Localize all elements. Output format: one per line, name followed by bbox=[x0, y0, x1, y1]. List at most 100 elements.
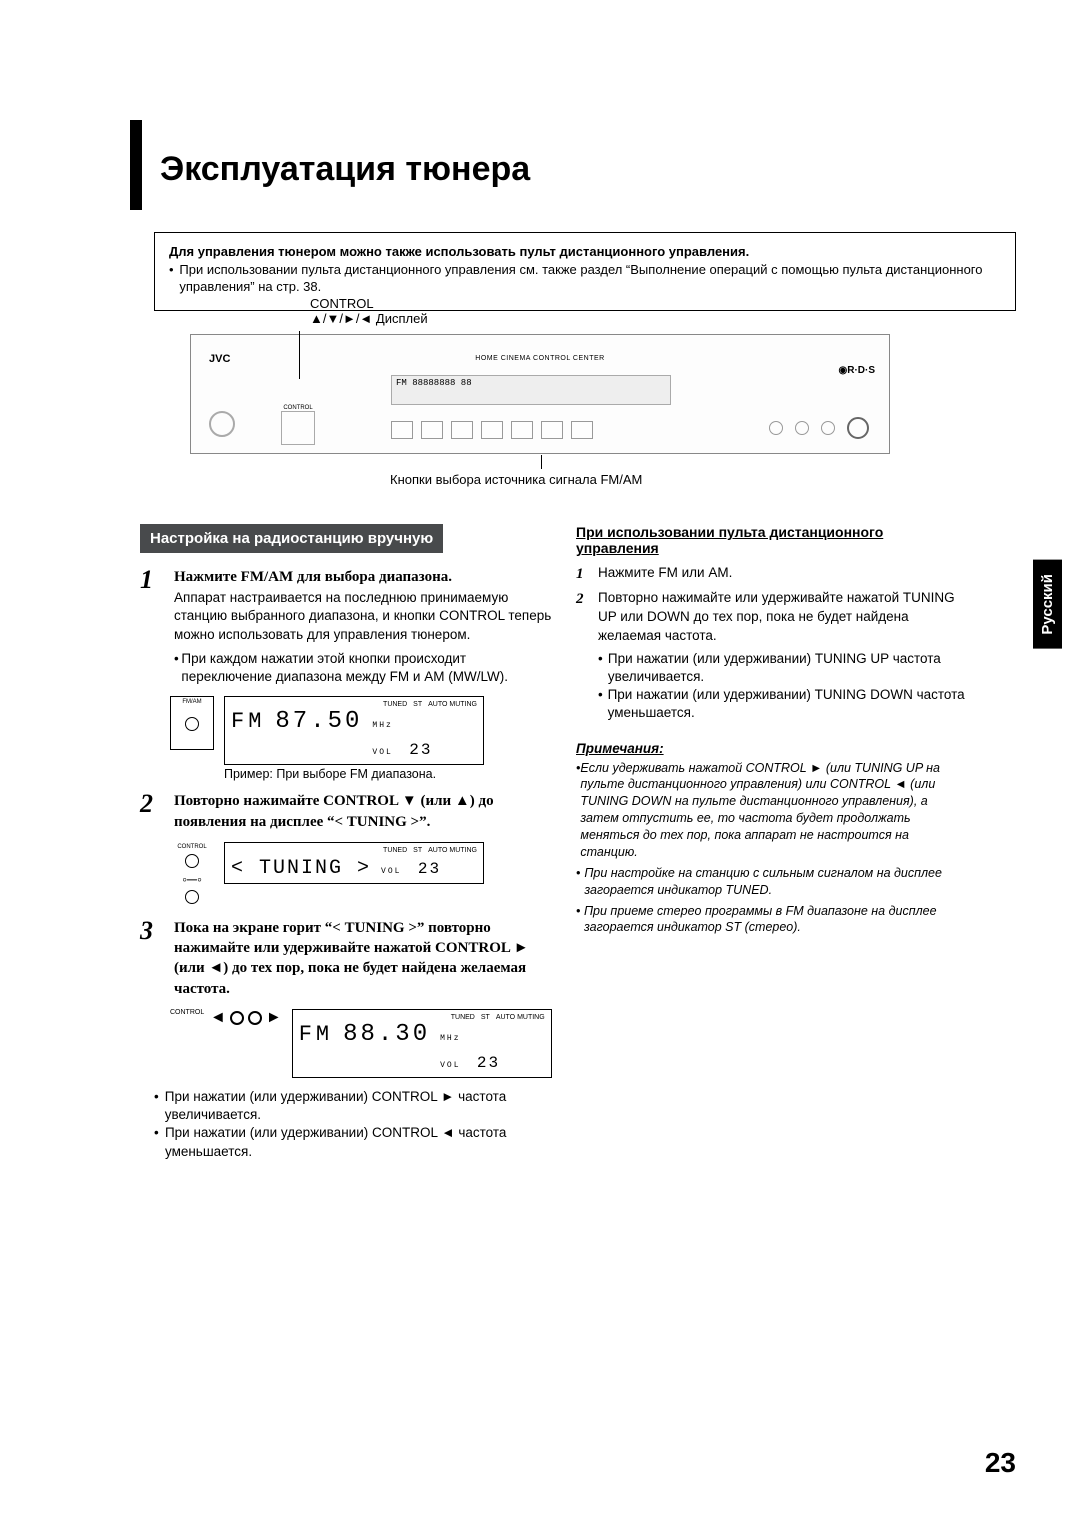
device-knobs bbox=[769, 417, 869, 439]
device-src-button bbox=[541, 421, 563, 439]
display1-caption: Пример: При выборе FM диапазона. bbox=[224, 767, 484, 781]
control-lr-diagram: CONTROL bbox=[170, 1009, 200, 1016]
step3-after-bullets: • При нажатии (или удерживании) CONTROL … bbox=[154, 1088, 560, 1161]
fmam-button-diagram: FM/AM bbox=[170, 696, 214, 750]
circ-icon bbox=[248, 1011, 262, 1025]
device-knob-small bbox=[795, 421, 809, 435]
lcd-right: VOL 23 bbox=[381, 854, 441, 881]
device-knob-small bbox=[769, 421, 783, 435]
step-lead: Пока на экране горит “< TUNING >” повтор… bbox=[174, 920, 529, 997]
pad-circle-icon bbox=[185, 854, 199, 868]
device-src-button bbox=[571, 421, 593, 439]
device-volume-knob bbox=[847, 417, 869, 439]
note-text: При настройке на станцию с сильным сигна… bbox=[584, 865, 966, 899]
remote-step-1: 1 Нажмите FM или AM. bbox=[576, 564, 966, 585]
device-src-button bbox=[391, 421, 413, 439]
device-control-pad: CONTROL bbox=[281, 405, 315, 445]
arrow-circles: ◄ ► bbox=[210, 1009, 282, 1027]
pad-circle-icon bbox=[185, 890, 199, 904]
manual-page: Эксплуатация тюнера Для управления тюнер… bbox=[0, 0, 1080, 1531]
step-number: 2 bbox=[576, 589, 598, 646]
bullet-text: При нажатии (или удерживании) CONTROL ► … bbox=[165, 1088, 560, 1124]
bullet-dot: • bbox=[598, 650, 608, 686]
device-left-knob bbox=[209, 411, 235, 437]
step-number: 2 bbox=[140, 791, 174, 832]
note-text: При приеме стерео программы в FM диапазо… bbox=[584, 903, 966, 937]
pad-label: FM/AM bbox=[171, 699, 213, 705]
indicator-st: ST bbox=[413, 701, 422, 708]
lcd-frequency: 88.30 bbox=[343, 1021, 430, 1048]
device-src-button bbox=[421, 421, 443, 439]
lcd-segment-row: < TUNING > VOL 23 bbox=[231, 854, 477, 881]
device-knob-small bbox=[821, 421, 835, 435]
step-2: 2 Повторно нажимайте CONTROL ▼ (или ▲) д… bbox=[140, 791, 560, 832]
indicator-st: ST bbox=[481, 1014, 490, 1021]
device-bottom-label: Кнопки выбора источника сигнала FM/AM bbox=[390, 472, 642, 487]
bullet-row: • При нажатии (или удерживании) TUNING U… bbox=[598, 650, 966, 686]
note-row: • При приеме стерео программы в FM диапа… bbox=[576, 903, 966, 937]
lcd-vol-num: 23 bbox=[477, 1054, 500, 1072]
bullet-row: • При каждом нажатии этой кнопки происхо… bbox=[174, 650, 560, 686]
step-1: 1 Нажмите FM/AM для выбора диапазона. Ап… bbox=[140, 567, 560, 644]
bullet-text: При нажатии (или удерживании) CONTROL ◄ … bbox=[165, 1124, 560, 1160]
indicator-tuned: TUNED bbox=[383, 701, 407, 708]
device-src-button bbox=[451, 421, 473, 439]
section-heading-manual-tuning: Настройка на радиостанцию вручную bbox=[140, 524, 443, 553]
pad-label: CONTROL bbox=[170, 1009, 200, 1016]
lcd-vol-label: VOL bbox=[381, 867, 401, 876]
language-tab: Русский bbox=[1033, 560, 1062, 649]
step-body: Пока на экране горит “< TUNING >” повтор… bbox=[174, 918, 560, 999]
device-diagram: JVC HOME CINEMA CONTROL CENTER ◉R·D·S FM… bbox=[190, 334, 890, 454]
notes-list: • Если удерживать нажатой CONTROL ► (или… bbox=[576, 760, 966, 937]
page-number: 23 bbox=[985, 1447, 1016, 1479]
display-example-3: CONTROL ◄ ► TUNED ST AUTO MUTING FM 88.3… bbox=[170, 1009, 560, 1078]
step-lead: Нажмите FM/AM для выбора диапазона. bbox=[174, 569, 452, 585]
step-body: Нажмите FM/AM для выбора диапазона. Аппа… bbox=[174, 567, 560, 644]
device-lcd: FM 88888888 88 bbox=[391, 375, 671, 405]
bullet-row: • При нажатии (или удерживании) CONTROL … bbox=[154, 1088, 560, 1124]
device-button-row bbox=[391, 421, 593, 439]
right-column: При использовании пульта дистанционного … bbox=[576, 524, 966, 940]
step-3: 3 Пока на экране горит “< TUNING >” повт… bbox=[140, 918, 560, 999]
lcd-band: FM bbox=[231, 709, 265, 734]
label-arrows-display: ▲/▼/►/◄ Дисплей bbox=[310, 311, 428, 326]
note-row: • Если удерживать нажатой CONTROL ► (или… bbox=[576, 760, 966, 861]
bullet-row: • При нажатии (или удерживании) TUNING D… bbox=[598, 686, 966, 722]
leader-line-bottom bbox=[541, 455, 542, 469]
lcd-wrap: TUNED ST AUTO MUTING FM 87.50 MHz VOL 23 bbox=[224, 696, 484, 781]
step-text: Нажмите FM или AM. bbox=[598, 564, 966, 585]
info-bullet-text: При использовании пульта дистанционного … bbox=[179, 261, 1001, 296]
lcd-segment-row: FM 88.30 MHz VOL 23 bbox=[299, 1021, 545, 1075]
lcd-right: MHz VOL 23 bbox=[372, 708, 432, 762]
step-text: Повторно нажимайте или удерживайте нажат… bbox=[598, 589, 966, 646]
info-box: Для управления тюнером можно также испол… bbox=[154, 232, 1016, 311]
lcd-vol-num: 23 bbox=[418, 860, 441, 878]
remote-heading: При использовании пульта дистанционного … bbox=[576, 524, 966, 556]
step-number: 1 bbox=[140, 567, 174, 644]
arrow-right-icon: ► bbox=[266, 1009, 282, 1027]
pad-label: CONTROL bbox=[170, 844, 214, 850]
rds-logo: ◉R·D·S bbox=[839, 365, 876, 376]
bullet-dot: • bbox=[576, 903, 584, 937]
lcd-segment-row: FM 87.50 MHz VOL 23 bbox=[231, 708, 477, 762]
step-body: Повторно нажимайте CONTROL ▼ (или ▲) до … bbox=[174, 791, 560, 832]
remote-step2-bullets: • При нажатии (или удерживании) TUNING U… bbox=[598, 650, 966, 723]
bullet-text: При каждом нажатии этой кнопки происходи… bbox=[181, 650, 560, 686]
notes-heading: Примечания: bbox=[576, 741, 966, 756]
lcd-box: TUNED ST AUTO MUTING FM 88.30 MHz VOL 23 bbox=[292, 1009, 552, 1078]
info-bullet: • При использовании пульта дистанционног… bbox=[169, 261, 1001, 296]
lcd-indicators: TUNED ST AUTO MUTING bbox=[231, 701, 477, 708]
bullet-text: При нажатии (или удерживании) TUNING DOW… bbox=[608, 686, 966, 722]
indicator-tuned: TUNED bbox=[383, 847, 407, 854]
note-text: Если удерживать нажатой CONTROL ► (или T… bbox=[580, 760, 966, 861]
lcd-indicators: TUNED ST AUTO MUTING bbox=[299, 1014, 545, 1021]
note-row: • При настройке на станцию с сильным сиг… bbox=[576, 865, 966, 899]
lcd-frequency: 87.50 bbox=[275, 708, 362, 735]
bullet-dot: • bbox=[598, 686, 608, 722]
remote-step-2: 2 Повторно нажимайте или удерживайте наж… bbox=[576, 589, 966, 646]
pad-cross-icon: ◦─◦ bbox=[170, 872, 214, 886]
bullet-row: • При нажатии (или удерживании) CONTROL … bbox=[154, 1124, 560, 1160]
lcd-vol-label: VOL bbox=[372, 748, 392, 757]
device-brand: JVC bbox=[209, 353, 230, 365]
control-pad-diagram: CONTROL ◦─◦ bbox=[170, 842, 214, 908]
